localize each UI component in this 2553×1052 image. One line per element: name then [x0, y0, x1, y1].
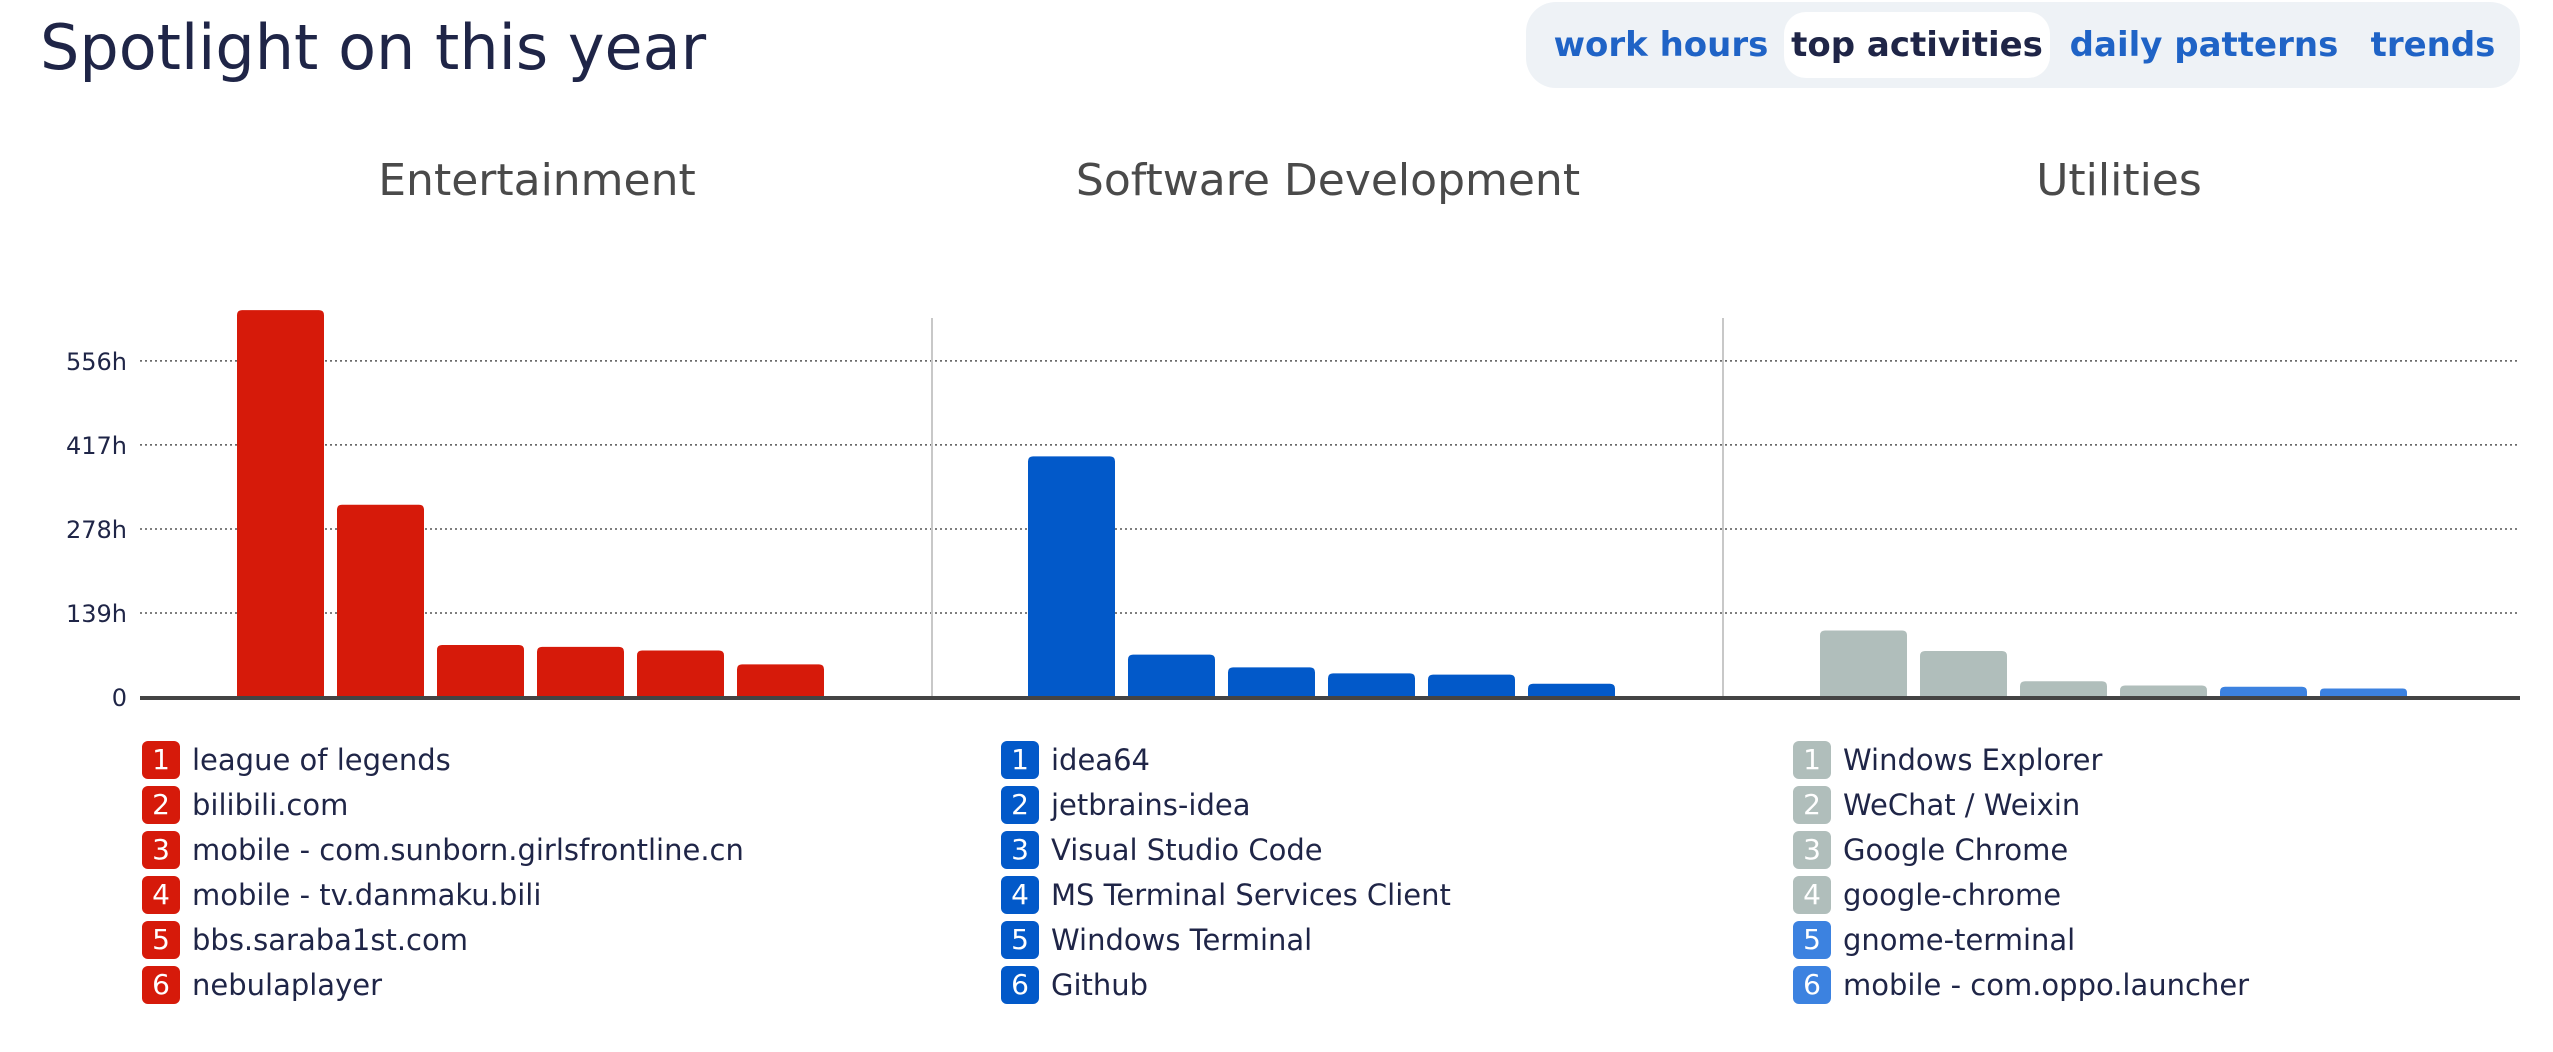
y-tick-label: 417h — [66, 432, 127, 460]
legend-utilities: 1 Windows Explorer 2 WeChat / Weixin 3 Google… — [1793, 737, 2249, 1007]
panel-title: Entertainment — [378, 155, 696, 206]
legend-item[interactable]: 2 bilibili.com — [142, 782, 744, 827]
legend-label: Visual Studio Code — [1051, 832, 1323, 867]
page-title: Spotlight on this year — [40, 11, 707, 84]
legend-label: Google Chrome — [1843, 832, 2069, 867]
bar — [1428, 674, 1515, 697]
legend-label: mobile - com.oppo.launcher — [1843, 967, 2250, 1002]
legend-label: bbs.saraba1st.com — [192, 922, 468, 957]
legend-rank-badge: 4 — [1001, 875, 1039, 914]
legend-item[interactable]: 4 google-chrome — [1793, 872, 2249, 917]
y-tick-label: 556h — [66, 348, 127, 376]
panel-title: Utilities — [2036, 155, 2202, 206]
legend-item[interactable]: 1 Windows Explorer — [1793, 737, 2249, 782]
bar — [337, 504, 424, 697]
legend-rank-badge: 1 — [1001, 740, 1039, 779]
bar — [1228, 667, 1315, 697]
legend-rank-badge: 4 — [142, 875, 180, 914]
bar — [1528, 683, 1615, 697]
legend-item[interactable]: 2 jetbrains-idea — [1001, 782, 1451, 827]
tab-work-hours[interactable]: work hours — [1553, 25, 1769, 65]
legend-item[interactable]: 1 idea64 — [1001, 737, 1451, 782]
bar — [1820, 630, 1907, 697]
bar — [2020, 681, 2107, 697]
legend-rank-badge: 3 — [1793, 830, 1831, 869]
legend-label: bilibili.com — [192, 787, 349, 822]
bar — [237, 310, 324, 697]
legend-item[interactable]: 3 mobile - com.sunborn.girlsfrontline.cn — [142, 827, 744, 872]
legend-rank-badge: 2 — [1001, 785, 1039, 824]
bar — [1128, 654, 1215, 697]
legend-rank-badge: 6 — [1001, 965, 1039, 1004]
legend-rank-badge: 5 — [1001, 920, 1039, 959]
legend-item[interactable]: 6 Github — [1001, 962, 1451, 1007]
legend-rank-badge: 2 — [1793, 785, 1831, 824]
legend-label: Windows Terminal — [1051, 922, 1313, 957]
legend-item[interactable]: 3 Google Chrome — [1793, 827, 2249, 872]
legend-rank-badge: 6 — [142, 965, 180, 1004]
legend-rank-badge: 3 — [142, 830, 180, 869]
legend-entertainment: 1 league of legends 2 bilibili.com 3 mobile -… — [142, 737, 744, 1007]
legend-rank-badge: 2 — [142, 785, 180, 824]
legend-label: MS Terminal Services Client — [1051, 877, 1451, 912]
legend-item[interactable]: 4 mobile - tv.danmaku.bili — [142, 872, 744, 917]
bar — [1920, 651, 2007, 697]
bar — [1028, 456, 1115, 697]
y-tick-label: 0 — [112, 684, 127, 712]
bar — [737, 664, 824, 697]
legend-item[interactable]: 4 MS Terminal Services Client — [1001, 872, 1451, 917]
legend-label: mobile - tv.danmaku.bili — [192, 877, 542, 912]
legend-label: gnome-terminal — [1843, 922, 2076, 957]
legend-label: Windows Explorer — [1843, 742, 2103, 777]
bar — [2120, 685, 2207, 697]
legend-item[interactable]: 6 nebulaplayer — [142, 962, 744, 1007]
legend-rank-badge: 4 — [1793, 875, 1831, 914]
bar — [437, 645, 524, 697]
legend-label: nebulaplayer — [192, 967, 383, 1002]
bar — [637, 650, 724, 697]
view-tabs: work hours top activities daily patterns… — [1526, 2, 2520, 88]
legend-software-development: 1 idea64 2 jetbrains-idea 3 Visual Studio Cod… — [1001, 737, 1451, 1007]
bar — [1328, 673, 1415, 697]
legend-item[interactable]: 2 WeChat / Weixin — [1793, 782, 2249, 827]
legend-item[interactable]: 5 bbs.saraba1st.com — [142, 917, 744, 962]
legend-rank-badge: 3 — [1001, 830, 1039, 869]
tab-top-activities[interactable]: top activities — [1784, 12, 2050, 78]
legend-item[interactable]: 5 Windows Terminal — [1001, 917, 1451, 962]
legend-label: idea64 — [1051, 742, 1150, 777]
legend-rank-badge: 5 — [142, 920, 180, 959]
tab-daily-patterns[interactable]: daily patterns — [2069, 25, 2339, 65]
legend-label: jetbrains-idea — [1051, 787, 1251, 822]
legend-rank-badge: 1 — [142, 740, 180, 779]
legend-rank-badge: 5 — [1793, 920, 1831, 959]
bar — [2220, 686, 2307, 697]
tab-trends[interactable]: trends — [2370, 25, 2496, 65]
legend-label: google-chrome — [1843, 877, 2062, 912]
y-tick-label: 139h — [66, 600, 127, 628]
legend-item[interactable]: 1 league of legends — [142, 737, 744, 782]
legend-item[interactable]: 5 gnome-terminal — [1793, 917, 2249, 962]
bar — [2320, 688, 2407, 697]
legend-label: league of legends — [192, 742, 451, 777]
legend-label: WeChat / Weixin — [1843, 787, 2081, 822]
legend-label: Github — [1051, 967, 1149, 1002]
legend-rank-badge: 6 — [1793, 965, 1831, 1004]
legend-item[interactable]: 3 Visual Studio Code — [1001, 827, 1451, 872]
legend-label: mobile - com.sunborn.girlsfrontline.cn — [192, 832, 744, 867]
bar — [537, 646, 624, 697]
panel-title: Software Development — [1076, 155, 1580, 206]
legend-item[interactable]: 6 mobile - com.oppo.launcher — [1793, 962, 2249, 1007]
y-tick-label: 278h — [66, 516, 127, 544]
legend-rank-badge: 1 — [1793, 740, 1831, 779]
